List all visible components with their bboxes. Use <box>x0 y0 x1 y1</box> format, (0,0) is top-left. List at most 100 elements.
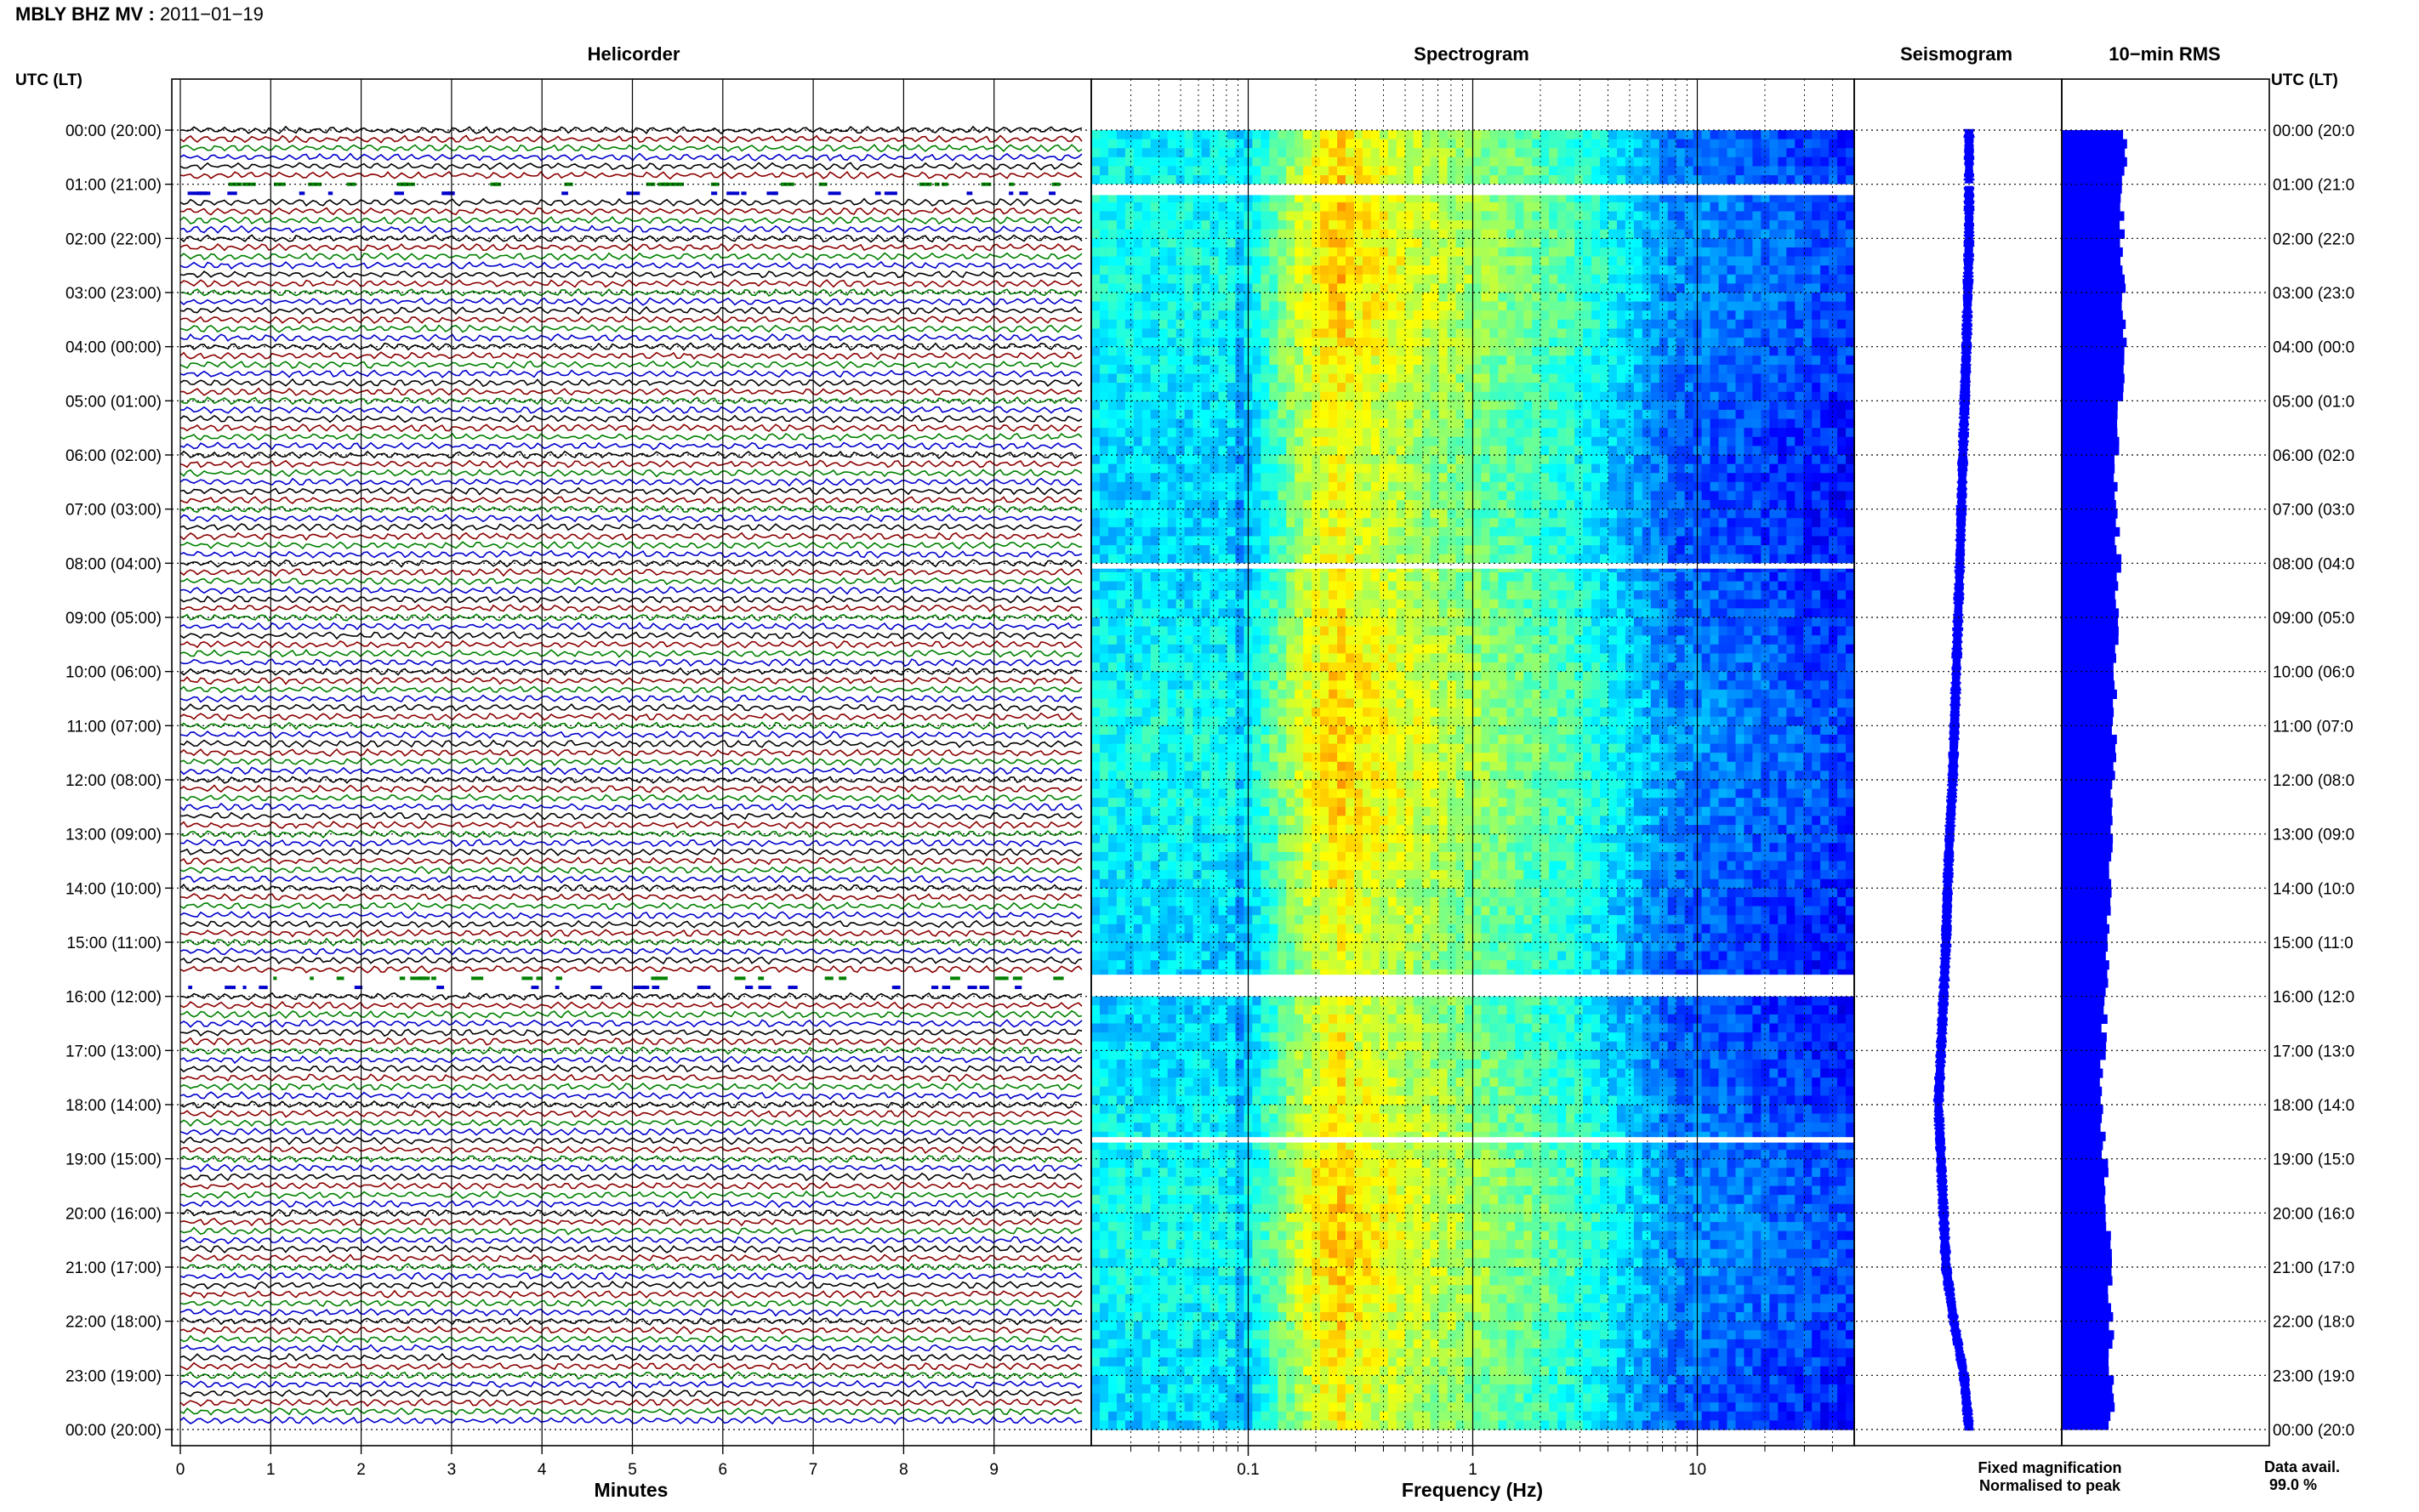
spectrogram-cell <box>1210 283 1220 293</box>
spectrogram-cell <box>1353 238 1363 248</box>
spectrogram-cell <box>1837 518 1847 528</box>
spectrogram-cell <box>1481 554 1491 564</box>
spectrogram-cell <box>1557 518 1567 528</box>
spectrogram-cell <box>1346 463 1355 474</box>
spectrogram-cell <box>1447 383 1457 393</box>
spectrogram-cell <box>1167 130 1177 140</box>
spectrogram-cell <box>1455 211 1466 221</box>
spectrogram-cell <box>1574 193 1584 203</box>
spectrogram-cell <box>1278 148 1287 158</box>
spectrogram-cell <box>1362 229 1372 239</box>
spectrogram-cell <box>1812 211 1821 221</box>
spectrogram-cell <box>1167 166 1177 176</box>
spectrogram-cell <box>1421 130 1431 140</box>
spectrogram-cell <box>1235 571 1244 583</box>
spectrogram-cell <box>1346 599 1355 609</box>
spectrogram-cell <box>1312 500 1321 510</box>
spectrogram-cell <box>1523 139 1533 149</box>
spectrogram-cell <box>1192 156 1203 168</box>
spectrogram-cell <box>1379 626 1389 636</box>
spectrogram-cell <box>1650 301 1660 311</box>
spectrogram-cell <box>1235 409 1244 420</box>
spectrogram-cell <box>1227 554 1237 564</box>
spectrogram-cell <box>1337 364 1346 375</box>
spectrogram-cell <box>1269 256 1278 266</box>
spectrogram-cell <box>1498 428 1507 438</box>
spectrogram-cell <box>1676 473 1686 483</box>
spectrogram-cell <box>1192 617 1203 628</box>
spectrogram-cell <box>1820 274 1830 284</box>
spectrogram-cell <box>1413 274 1423 284</box>
spectrogram-cell <box>1329 617 1338 628</box>
spectrogram-cell <box>1210 338 1220 348</box>
spectrogram-cell <box>1608 247 1618 258</box>
spectrogram-cell <box>1650 175 1660 185</box>
spectrogram-cell <box>1616 293 1626 303</box>
spectrogram-cell <box>1752 202 1762 213</box>
spectrogram-cell <box>1252 175 1261 185</box>
spectrogram-cell <box>1583 338 1592 348</box>
spectrogram-cell <box>1201 491 1211 501</box>
spectrogram-cell <box>1141 202 1152 213</box>
spectrogram-cell <box>1370 409 1380 420</box>
spectrogram-cell <box>1549 283 1558 293</box>
spectrogram-cell <box>1370 265 1380 276</box>
spectrogram-cell <box>1413 481 1423 492</box>
spectrogram-cell <box>1608 301 1618 311</box>
spectrogram-cell <box>1752 256 1762 266</box>
spectrogram-cell <box>1210 391 1220 401</box>
spectrogram-cell <box>1278 383 1287 393</box>
spectrogram-cell <box>1455 599 1466 609</box>
spectrogram-cell <box>1820 220 1830 230</box>
spectrogram-cell <box>1227 473 1237 483</box>
spectrogram-cell <box>1116 220 1126 230</box>
spectrogram-cell <box>1329 301 1338 311</box>
spectrogram-cell <box>1353 418 1363 429</box>
spectrogram-cell <box>1295 617 1304 628</box>
spectrogram-cell <box>1404 500 1414 510</box>
spectrogram-cell <box>1481 156 1491 168</box>
spectrogram-cell <box>1158 293 1169 303</box>
spectrogram-cell <box>1786 283 1796 293</box>
spectrogram-cell <box>1676 256 1686 266</box>
spectrogram-cell <box>1472 283 1483 293</box>
spectrogram-cell <box>1337 571 1346 583</box>
spectrogram-cell <box>1455 301 1466 311</box>
spectrogram-cell <box>1278 193 1287 203</box>
spectrogram-cell <box>1337 283 1346 293</box>
spectrogram-cell <box>1150 617 1160 628</box>
spectrogram-cell <box>1430 401 1440 411</box>
spectrogram-cell <box>1295 283 1304 293</box>
spectrogram-cell <box>1540 328 1550 338</box>
spectrogram-cell <box>1124 319 1135 330</box>
spectrogram-cell <box>1413 220 1423 230</box>
spectrogram-cell <box>1150 274 1160 284</box>
spectrogram-cell <box>1820 463 1830 474</box>
spectrogram-cell <box>1099 418 1109 429</box>
spectrogram-cell <box>1701 373 1711 384</box>
spectrogram-cell <box>1812 581 1821 591</box>
spectrogram-cell <box>1684 319 1694 330</box>
spectrogram-cell <box>1600 301 1609 311</box>
spectrogram-cell <box>1353 473 1363 483</box>
spectrogram-cell <box>1481 256 1491 266</box>
spectrogram-cell <box>1532 166 1541 176</box>
spectrogram-cell <box>1413 156 1423 168</box>
spectrogram-cell <box>1261 401 1270 411</box>
spectrogram-cell <box>1540 526 1550 537</box>
spectrogram-cell <box>1752 526 1762 537</box>
spectrogram-cell <box>1625 265 1635 276</box>
spectrogram-cell <box>1320 545 1329 555</box>
spectrogram-cell <box>1633 229 1643 239</box>
spectrogram-cell <box>1676 373 1686 384</box>
spectrogram-cell <box>1557 220 1567 230</box>
spectrogram-cell <box>1574 175 1584 185</box>
spectrogram-cell <box>1227 156 1237 168</box>
spectrogram-cell <box>1312 211 1321 221</box>
spectrogram-cell <box>1481 301 1491 311</box>
spectrogram-cell <box>1099 401 1109 411</box>
spectrogram-cell <box>1278 518 1287 528</box>
spectrogram-cell <box>1600 481 1609 492</box>
spectrogram-cell <box>1667 139 1677 149</box>
spectrogram-cell <box>1820 229 1830 239</box>
